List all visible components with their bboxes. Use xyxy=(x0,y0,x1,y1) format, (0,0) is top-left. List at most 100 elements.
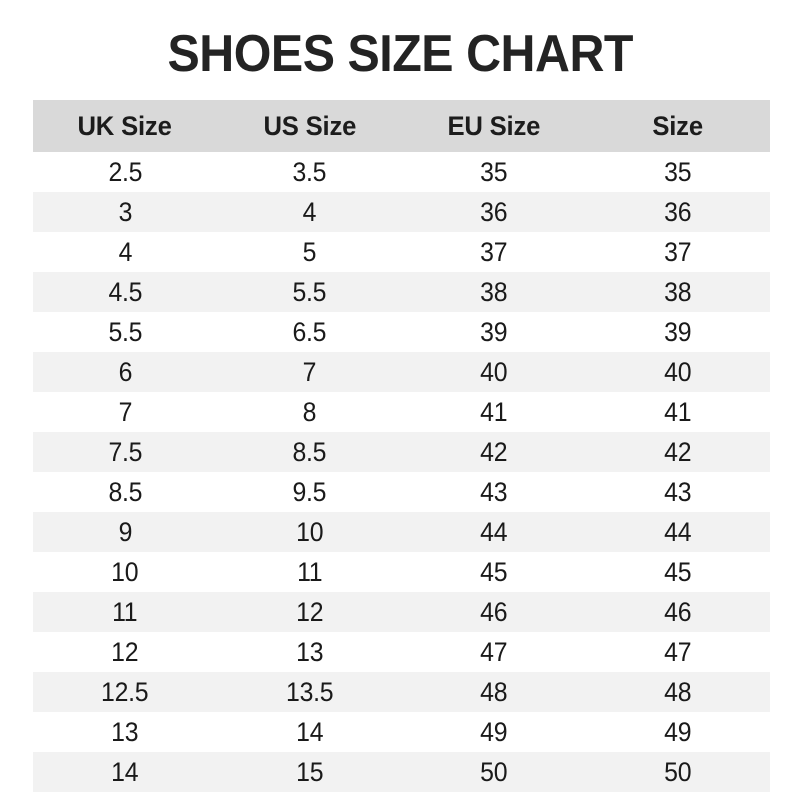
table-cell-size: 41 xyxy=(586,392,770,432)
table-cell-value: 50 xyxy=(480,756,508,787)
table-cell-eu: 38 xyxy=(402,272,586,312)
table-cell-uk: 7.5 xyxy=(33,432,217,472)
table-cell-uk: 3 xyxy=(33,192,217,232)
table-cell-value: 14 xyxy=(111,756,139,787)
table-row: 12 13 47 47 xyxy=(33,632,770,672)
column-header-size-label: Size xyxy=(652,110,704,141)
table-cell-size: 49 xyxy=(586,712,770,752)
table-cell-uk: 9 xyxy=(33,512,217,552)
table-row: 2.5 3.5 35 35 xyxy=(33,152,770,192)
table-header-row: UK Size US Size EU Size Size xyxy=(33,100,770,152)
table-cell-size: 46 xyxy=(586,592,770,632)
table-cell-eu: 50 xyxy=(402,752,586,792)
table-row: 8.5 9.5 43 43 xyxy=(33,472,770,512)
table-cell-value: 6 xyxy=(118,356,132,387)
table-cell-value: 35 xyxy=(664,156,692,187)
table-cell-value: 44 xyxy=(480,516,508,547)
table-cell-size: 47 xyxy=(586,632,770,672)
table-cell-us: 7 xyxy=(217,352,402,392)
table-header: UK Size US Size EU Size Size xyxy=(33,100,770,152)
table-row: 6 7 40 40 xyxy=(33,352,770,392)
table-cell-eu: 39 xyxy=(402,312,586,352)
table-cell-value: 7 xyxy=(118,396,132,427)
table-cell-us: 5 xyxy=(217,232,402,272)
table-cell-value: 50 xyxy=(664,756,692,787)
table-cell-value: 49 xyxy=(480,716,508,747)
table-cell-size: 50 xyxy=(586,752,770,792)
size-chart-table-container: UK Size US Size EU Size Size 2.5 3.5 35 35 3… xyxy=(33,100,770,792)
table-cell-value: 38 xyxy=(480,276,508,307)
table-cell-us: 8.5 xyxy=(217,432,402,472)
table-cell-value: 47 xyxy=(664,636,692,667)
table-row: 14 15 50 50 xyxy=(33,752,770,792)
table-cell-value: 11 xyxy=(296,556,323,587)
table-cell-eu: 49 xyxy=(402,712,586,752)
table-cell-size: 40 xyxy=(586,352,770,392)
table-cell-value: 7 xyxy=(302,356,317,387)
table-cell-value: 41 xyxy=(480,396,508,427)
table-cell-us: 5.5 xyxy=(217,272,402,312)
table-cell-us: 9.5 xyxy=(217,472,402,512)
table-cell-value: 42 xyxy=(664,436,692,467)
table-cell-value: 10 xyxy=(111,556,139,587)
table-row: 4.5 5.5 38 38 xyxy=(33,272,770,312)
table-cell-value: 13 xyxy=(295,636,324,667)
table-cell-size: 39 xyxy=(586,312,770,352)
table-cell-size: 35 xyxy=(586,152,770,192)
table-cell-eu: 35 xyxy=(402,152,586,192)
table-cell-value: 15 xyxy=(295,756,324,787)
table-cell-uk: 11 xyxy=(33,592,217,632)
table-row: 11 12 46 46 xyxy=(33,592,770,632)
table-cell-value: 44 xyxy=(664,516,692,547)
table-row: 10 11 45 45 xyxy=(33,552,770,592)
column-header-size: Size xyxy=(586,100,770,152)
table-cell-eu: 40 xyxy=(402,352,586,392)
table-cell-value: 36 xyxy=(480,196,508,227)
table-cell-value: 49 xyxy=(664,716,692,747)
table-cell-eu: 45 xyxy=(402,552,586,592)
table-cell-uk: 2.5 xyxy=(33,152,217,192)
table-cell-uk: 6 xyxy=(33,352,217,392)
table-cell-value: 45 xyxy=(480,556,508,587)
table-cell-uk: 4 xyxy=(33,232,217,272)
table-cell-value: 11 xyxy=(112,596,138,627)
table-cell-value: 8.5 xyxy=(292,436,327,467)
table-cell-eu: 41 xyxy=(402,392,586,432)
table-cell-value: 37 xyxy=(480,236,508,267)
table-cell-value: 40 xyxy=(480,356,508,387)
table-cell-size: 42 xyxy=(586,432,770,472)
table-cell-value: 9 xyxy=(118,516,132,547)
table-cell-value: 12 xyxy=(295,596,324,627)
table-cell-value: 8.5 xyxy=(108,476,142,507)
column-header-eu-label: EU Size xyxy=(447,110,541,141)
column-header-uk: UK Size xyxy=(33,100,217,152)
table-cell-value: 3 xyxy=(118,196,132,227)
column-header-us: US Size xyxy=(217,100,402,152)
table-cell-uk: 8.5 xyxy=(33,472,217,512)
column-header-us-label: US Size xyxy=(263,110,356,141)
table-cell-value: 12 xyxy=(111,636,139,667)
table-cell-value: 12.5 xyxy=(101,676,149,707)
table-cell-uk: 14 xyxy=(33,752,217,792)
table-cell-size: 44 xyxy=(586,512,770,552)
table-cell-eu: 42 xyxy=(402,432,586,472)
table-cell-us: 12 xyxy=(217,592,402,632)
table-cell-value: 48 xyxy=(480,676,508,707)
table-cell-uk: 13 xyxy=(33,712,217,752)
table-cell-uk: 12 xyxy=(33,632,217,672)
table-body: 2.5 3.5 35 35 3 4 36 36 4 5 37 37 4.5 5.5 38 38 5.5 6.5 39… xyxy=(33,152,770,792)
table-cell-uk: 4.5 xyxy=(33,272,217,312)
table-row: 7 8 41 41 xyxy=(33,392,770,432)
table-cell-value: 13.5 xyxy=(285,676,334,707)
table-cell-size: 48 xyxy=(586,672,770,712)
table-row: 3 4 36 36 xyxy=(33,192,770,232)
table-cell-value: 3.5 xyxy=(292,156,327,187)
table-cell-value: 37 xyxy=(664,236,692,267)
table-cell-us: 4 xyxy=(217,192,402,232)
table-cell-value: 2.5 xyxy=(108,156,142,187)
table-cell-value: 45 xyxy=(664,556,692,587)
table-cell-size: 36 xyxy=(586,192,770,232)
table-cell-value: 4 xyxy=(302,196,317,227)
table-row: 12.5 13.5 48 48 xyxy=(33,672,770,712)
